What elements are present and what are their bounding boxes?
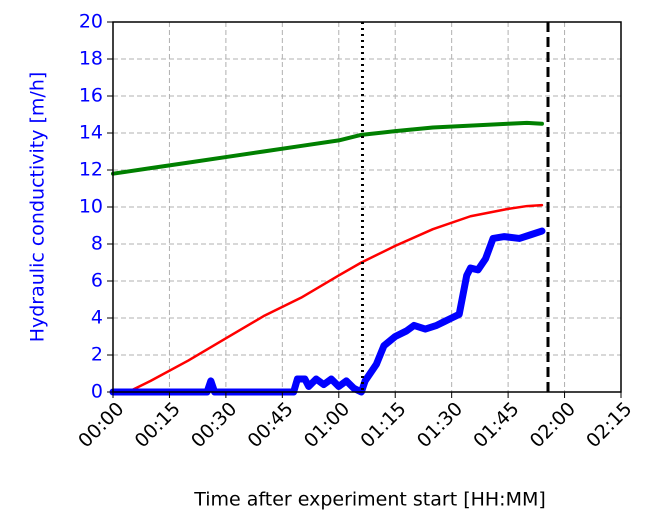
y-axis-label: Hydraulic conductivity [m/h] [27, 72, 49, 343]
y-tick-label: 6 [91, 270, 103, 292]
y-tick-label: 0 [91, 381, 103, 403]
x-tick-label: 02:15 [582, 398, 636, 452]
x-tick-label: 01:00 [300, 398, 354, 452]
plot [109, 22, 550, 396]
x-tick-label: 00:00 [74, 398, 128, 452]
y-tick-label: 4 [91, 307, 103, 329]
x-axis-label: Time after experiment start [HH:MM] [193, 489, 546, 511]
x-tick-label: 02:00 [526, 398, 580, 452]
x-tick-label: 01:45 [469, 398, 523, 452]
y-tick-label: 16 [79, 85, 103, 107]
y-tick-label: 8 [91, 233, 103, 255]
line-series [111, 120, 544, 176]
x-tick-label: 00:30 [187, 398, 241, 452]
x-tick-label: 00:45 [243, 398, 297, 452]
x-tick-label: 01:15 [356, 398, 410, 452]
y-tick-label: 18 [79, 48, 103, 70]
y-tick-label: 10 [79, 196, 103, 218]
x-tick-label: 01:30 [413, 398, 467, 452]
y-tick-label: 12 [79, 159, 103, 181]
y-tick-label: 20 [79, 11, 103, 33]
line-series [126, 203, 544, 394]
y-tick-label: 2 [91, 344, 103, 366]
y-tick-label: 14 [79, 122, 103, 144]
grid [112, 21, 622, 393]
line-series [109, 227, 546, 396]
x-tick-label: 00:15 [131, 398, 185, 452]
